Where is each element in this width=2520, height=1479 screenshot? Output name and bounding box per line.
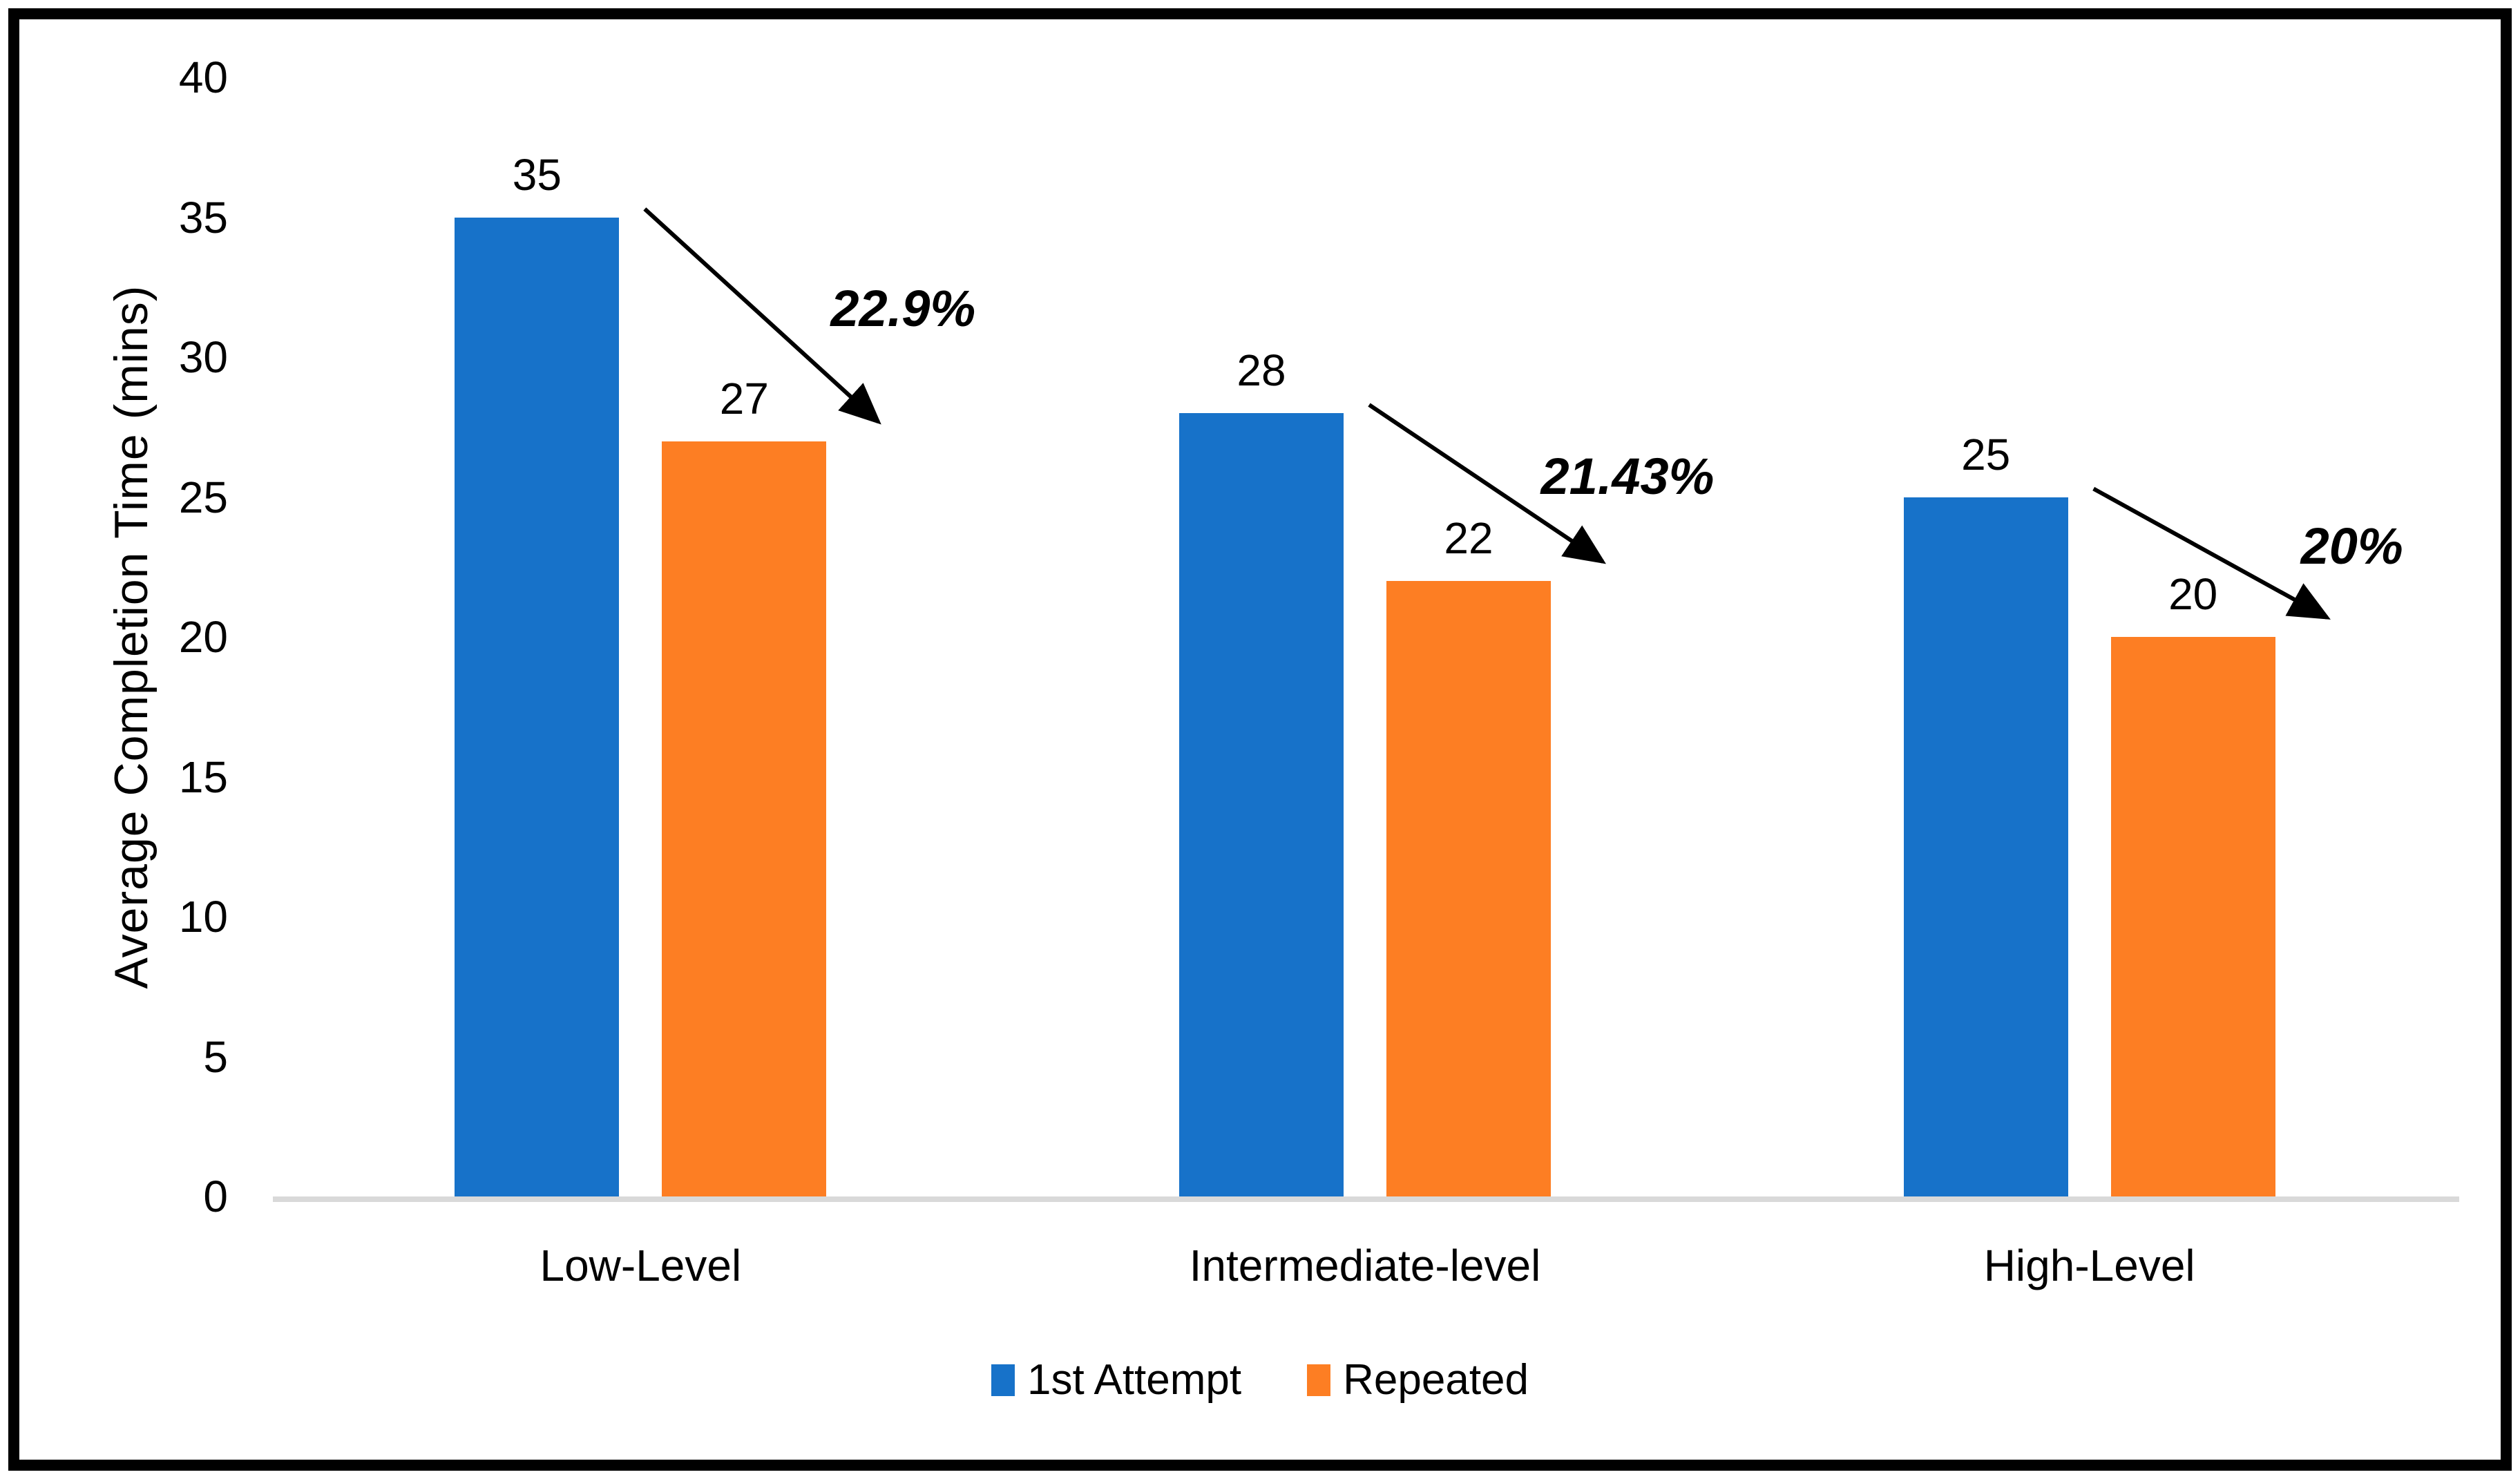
legend-swatch-repeated <box>1307 1364 1331 1396</box>
bar-repeated <box>1386 581 1551 1196</box>
decrease-percent-label: 21.43% <box>1540 447 1715 505</box>
legend: 1st Attempt Repeated <box>0 1355 2520 1404</box>
y-tick-label: 30 <box>178 332 228 382</box>
decrease-percent-label: 20% <box>2300 517 2403 575</box>
legend-item-repeated: Repeated <box>1307 1355 1529 1404</box>
annotation-layer <box>643 207 2331 620</box>
category-label: Low-Level <box>540 1241 742 1290</box>
decrease-arrow <box>643 207 881 425</box>
decrease-arrow <box>1368 403 1606 564</box>
legend-label: Repeated <box>1343 1356 1529 1404</box>
category-label: Intermediate-level <box>1189 1241 1541 1290</box>
y-tick-label: 10 <box>178 892 228 942</box>
bar-value-label: 22 <box>1444 513 1493 563</box>
legend-label: 1st Attempt <box>1027 1356 1242 1404</box>
y-tick-label: 25 <box>178 472 228 522</box>
plot-area: 35 27 28 22 25 20 <box>278 77 2452 1196</box>
bar-value-label: 35 <box>512 149 562 200</box>
y-tick-label: 40 <box>178 53 228 102</box>
bar-value-label: 20 <box>2168 569 2218 619</box>
category-label: High-Level <box>1983 1241 2195 1290</box>
category-axis-line <box>273 1196 2459 1202</box>
bar-1st-attempt <box>1179 413 1344 1196</box>
bar-1st-attempt <box>1903 497 2068 1196</box>
y-tick-label: 0 <box>203 1172 228 1221</box>
y-tick-label: 20 <box>178 612 228 662</box>
y-tick-label: 15 <box>178 752 228 802</box>
chart-border-frame <box>8 8 2512 1471</box>
legend-item-1st-attempt: 1st Attempt <box>991 1355 1241 1404</box>
bar-repeated <box>2110 637 2275 1196</box>
legend-swatch-1st-attempt <box>991 1364 1015 1396</box>
y-tick-label: 35 <box>178 192 228 242</box>
bar-1st-attempt <box>455 217 620 1196</box>
bar-value-label: 25 <box>1961 429 2011 479</box>
y-tick-label: 5 <box>203 1031 228 1082</box>
decrease-arrow <box>2092 486 2331 620</box>
decrease-percent-label: 22.9% <box>830 279 976 337</box>
bar-value-label: 27 <box>719 373 769 423</box>
bar-value-label: 28 <box>1237 345 1286 395</box>
bar-repeated <box>662 441 827 1196</box>
